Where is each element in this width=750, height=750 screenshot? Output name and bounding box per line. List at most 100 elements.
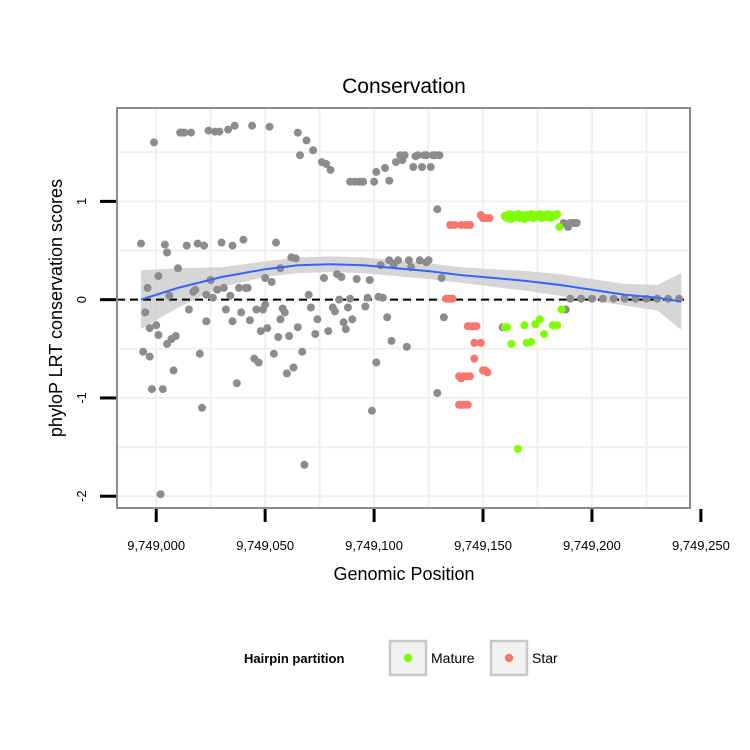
point-other [598, 294, 607, 303]
legend-title: Hairpin partition [244, 651, 344, 666]
point-other [147, 385, 156, 394]
point-star [448, 294, 457, 303]
point-other [165, 291, 174, 300]
y-tick-label: -1 [74, 392, 89, 404]
point-other [309, 146, 318, 155]
point-mature [553, 321, 562, 330]
point-star [450, 221, 459, 229]
point-other [337, 273, 346, 281]
point-other [341, 325, 350, 334]
point-star [485, 214, 494, 223]
point-other [302, 136, 311, 145]
point-other [191, 285, 200, 294]
point-other [254, 358, 263, 367]
point-other [228, 317, 237, 326]
point-other [330, 307, 339, 316]
point-other [422, 151, 431, 160]
x-axis-label: Genomic Position [333, 564, 474, 584]
point-other [418, 163, 426, 171]
point-other [187, 128, 196, 137]
point-other [326, 165, 335, 174]
point-other [372, 358, 381, 367]
point-other [413, 151, 422, 160]
point-mature [555, 222, 564, 231]
point-other [163, 248, 172, 257]
point-other [182, 241, 191, 250]
chart-title: Conservation [342, 75, 466, 98]
point-other [361, 302, 370, 311]
point-other [208, 293, 217, 302]
legend: Hairpin partition Mature Star [244, 639, 558, 677]
point-other [265, 122, 274, 131]
point-other [200, 241, 209, 250]
point-other [228, 241, 237, 250]
point-other [588, 294, 596, 303]
point-mature [535, 315, 544, 324]
point-other [261, 300, 270, 309]
legend-mature-dot [403, 653, 413, 663]
point-other [280, 308, 289, 317]
point-other [213, 285, 222, 294]
point-star [466, 372, 474, 381]
point-mature [503, 323, 511, 332]
point-star [463, 400, 472, 409]
point-other [198, 403, 206, 412]
point-other [171, 332, 180, 340]
point-other [404, 256, 413, 265]
point-other [391, 158, 400, 167]
point-other [566, 294, 575, 303]
point-mature [527, 337, 535, 346]
legend-label-star: Star [532, 650, 558, 666]
point-star [470, 354, 479, 363]
point-other [339, 318, 348, 327]
point-other [239, 235, 248, 244]
point-other [306, 303, 315, 312]
point-other [293, 128, 302, 137]
point-star [483, 368, 492, 377]
point-other [359, 177, 368, 186]
point-other [363, 293, 372, 302]
point-other [365, 276, 374, 284]
point-other [402, 342, 411, 351]
point-other [237, 308, 246, 317]
point-star [472, 322, 481, 331]
point-other [245, 316, 254, 325]
point-other [320, 274, 328, 282]
point-other [577, 294, 586, 303]
x-tick-label: 9,749,100 [345, 538, 403, 553]
point-other [232, 379, 241, 388]
point-other [415, 256, 424, 265]
x-tick-label: 9,749,000 [127, 538, 185, 553]
point-other [174, 264, 182, 273]
legend-label-mature: Mature [431, 650, 475, 666]
point-other [158, 385, 167, 394]
point-other [272, 238, 280, 247]
point-other [137, 239, 145, 248]
point-other [343, 303, 352, 312]
point-other [387, 336, 396, 345]
point-mature [507, 339, 516, 348]
point-other [224, 125, 233, 134]
point-other [300, 460, 309, 469]
point-other [372, 167, 381, 176]
point-other [204, 126, 213, 135]
point-other [370, 177, 379, 186]
x-tick-label: 9,749,200 [563, 538, 621, 553]
y-axis: -2 -1 0 1 [74, 198, 116, 502]
point-other [276, 315, 285, 324]
point-other [620, 294, 629, 303]
x-tick-label: 9,749,250 [672, 538, 730, 553]
point-other [609, 294, 618, 303]
point-other [426, 163, 435, 171]
point-other [193, 239, 202, 248]
point-other [215, 127, 224, 136]
point-other [298, 347, 307, 356]
point-other [235, 283, 243, 292]
point-mature [553, 210, 562, 219]
plot-panel [116, 107, 691, 509]
point-mature [540, 330, 548, 338]
point-other [152, 321, 161, 330]
point-other [219, 283, 228, 292]
point-other [296, 151, 304, 160]
